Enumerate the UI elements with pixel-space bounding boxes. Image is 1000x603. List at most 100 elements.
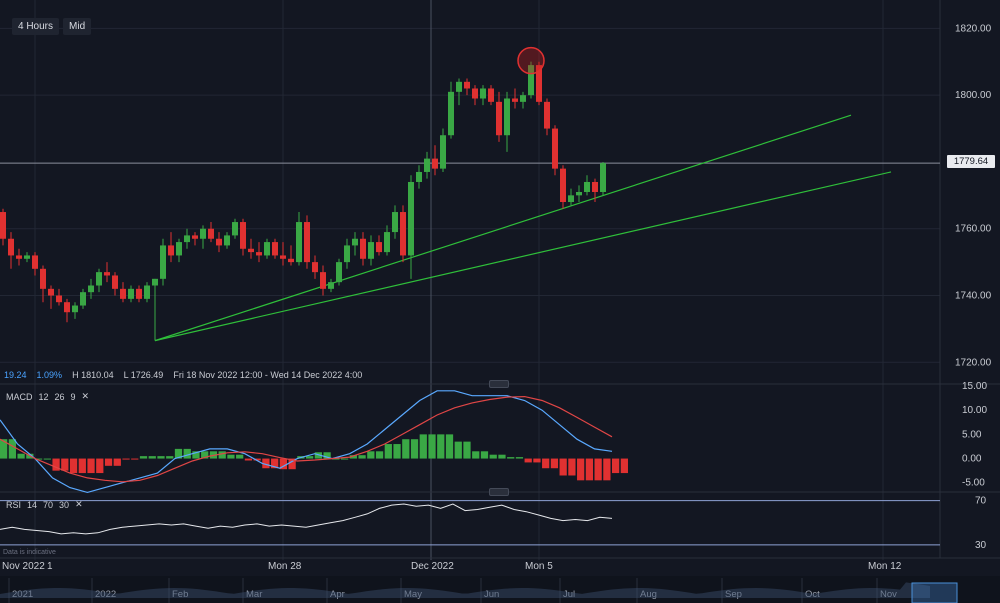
macd-histogram-bar xyxy=(577,458,585,481)
navigator-label: Oct xyxy=(805,589,820,600)
macd-histogram-bar xyxy=(8,439,16,459)
y-tick-label: 1740.00 xyxy=(955,291,992,302)
macd-histogram-bar xyxy=(393,444,401,459)
macd-histogram-bar xyxy=(384,444,392,459)
macd-histogram-bar xyxy=(113,458,121,466)
macd-histogram-bar xyxy=(314,452,322,459)
candle xyxy=(280,255,286,259)
navigator-label: Mar xyxy=(246,589,262,600)
macd-histogram-bar xyxy=(87,458,95,474)
macd-histogram-bar xyxy=(524,458,532,463)
macd-histogram-bar xyxy=(419,434,427,459)
close-icon[interactable]: ✕ xyxy=(81,391,90,401)
candle xyxy=(464,81,470,89)
x-tick-label: 1 xyxy=(47,561,53,572)
candle xyxy=(416,171,422,182)
candle xyxy=(320,272,326,289)
candle xyxy=(104,272,110,276)
macd-histogram-bar xyxy=(367,451,375,459)
macd-histogram-bar xyxy=(542,458,550,469)
candle xyxy=(112,275,118,289)
candle xyxy=(288,258,294,263)
macd-histogram-bar xyxy=(594,458,602,481)
macd-histogram-bar xyxy=(358,455,366,459)
candle xyxy=(312,262,318,273)
candle xyxy=(248,248,254,253)
macd-signal: 9 xyxy=(70,391,76,402)
candle xyxy=(224,235,230,246)
candle xyxy=(272,242,278,256)
candle xyxy=(40,268,46,289)
macd-fast: 12 xyxy=(38,391,49,402)
date-range: Fri 18 Nov 2022 12:00 - Wed 14 Dec 2022 … xyxy=(173,370,363,380)
candle xyxy=(152,278,158,286)
navigator-label: 2022 xyxy=(95,589,116,600)
candle xyxy=(80,292,86,306)
macd-histogram-bar xyxy=(288,458,296,470)
macd-histogram-bar xyxy=(332,458,340,460)
macd-histogram-bar xyxy=(236,454,244,459)
macd-histogram-bar xyxy=(472,451,480,459)
high-value: H 1810.04 xyxy=(72,370,114,380)
candle xyxy=(184,235,190,243)
candle xyxy=(336,262,342,283)
price-type-button[interactable]: Mid xyxy=(63,18,92,35)
candle xyxy=(560,168,566,203)
macd-histogram-bar xyxy=(428,434,436,459)
macd-histogram-bar xyxy=(262,458,270,469)
macd-histogram-bar xyxy=(559,458,567,476)
candle xyxy=(440,135,446,169)
navigator-label: May xyxy=(404,589,422,600)
candle xyxy=(448,91,454,136)
change-value: 19.24 xyxy=(4,370,27,380)
rsi-period: 14 xyxy=(27,499,38,510)
candle xyxy=(536,65,542,102)
macd-histogram-bar xyxy=(253,458,261,461)
y-tick-label: 1760.00 xyxy=(955,224,992,235)
candle xyxy=(584,181,590,192)
close-icon[interactable]: ✕ xyxy=(75,499,83,509)
macd-histogram-bar xyxy=(620,458,628,474)
candle xyxy=(568,195,574,203)
candle xyxy=(424,158,430,172)
candle xyxy=(576,192,582,196)
macd-histogram-bar xyxy=(227,454,235,459)
pane-resize-handle[interactable] xyxy=(489,380,509,388)
macd-histogram-bar xyxy=(52,458,60,471)
macd-histogram-bar xyxy=(166,456,174,459)
x-tick-label: Mon 12 xyxy=(868,561,902,572)
macd-histogram-bar xyxy=(131,458,139,460)
navigator-window xyxy=(911,582,958,603)
macd-tick-label: 15.00 xyxy=(962,381,987,392)
macd-histogram-bar xyxy=(507,457,515,459)
candle xyxy=(344,245,350,263)
candle xyxy=(0,212,6,239)
candle xyxy=(96,272,102,286)
macd-histogram-bar xyxy=(550,458,559,469)
macd-histogram-bar xyxy=(192,451,200,459)
timeframe-button[interactable]: 4 Hours xyxy=(12,18,60,35)
x-tick-label: Dec 2022 xyxy=(411,561,454,572)
ohlc-readout: 19.24 1.09% H 1810.04 L 1726.49 Fri 18 N… xyxy=(4,370,362,380)
macd-histogram-bar xyxy=(201,451,209,459)
macd-histogram-bar xyxy=(375,451,384,459)
rsi-tick-label: 70 xyxy=(975,496,987,507)
candle xyxy=(360,238,366,259)
macd-histogram-bar xyxy=(568,458,576,476)
macd-histogram-bar xyxy=(349,455,357,459)
candle xyxy=(72,305,78,313)
pane-resize-handle[interactable] xyxy=(489,488,509,496)
trend-line xyxy=(154,114,852,342)
candle xyxy=(88,285,94,293)
rsi-label: RSI xyxy=(6,499,22,510)
candle xyxy=(256,252,262,256)
macd-histogram-bar xyxy=(43,458,51,460)
disclaimer: Data is indicative xyxy=(3,549,56,556)
candle xyxy=(120,288,126,299)
candle xyxy=(480,88,486,99)
macd-histogram-bar xyxy=(139,456,148,459)
candle xyxy=(592,181,598,192)
navigator-label: Sep xyxy=(725,589,742,600)
